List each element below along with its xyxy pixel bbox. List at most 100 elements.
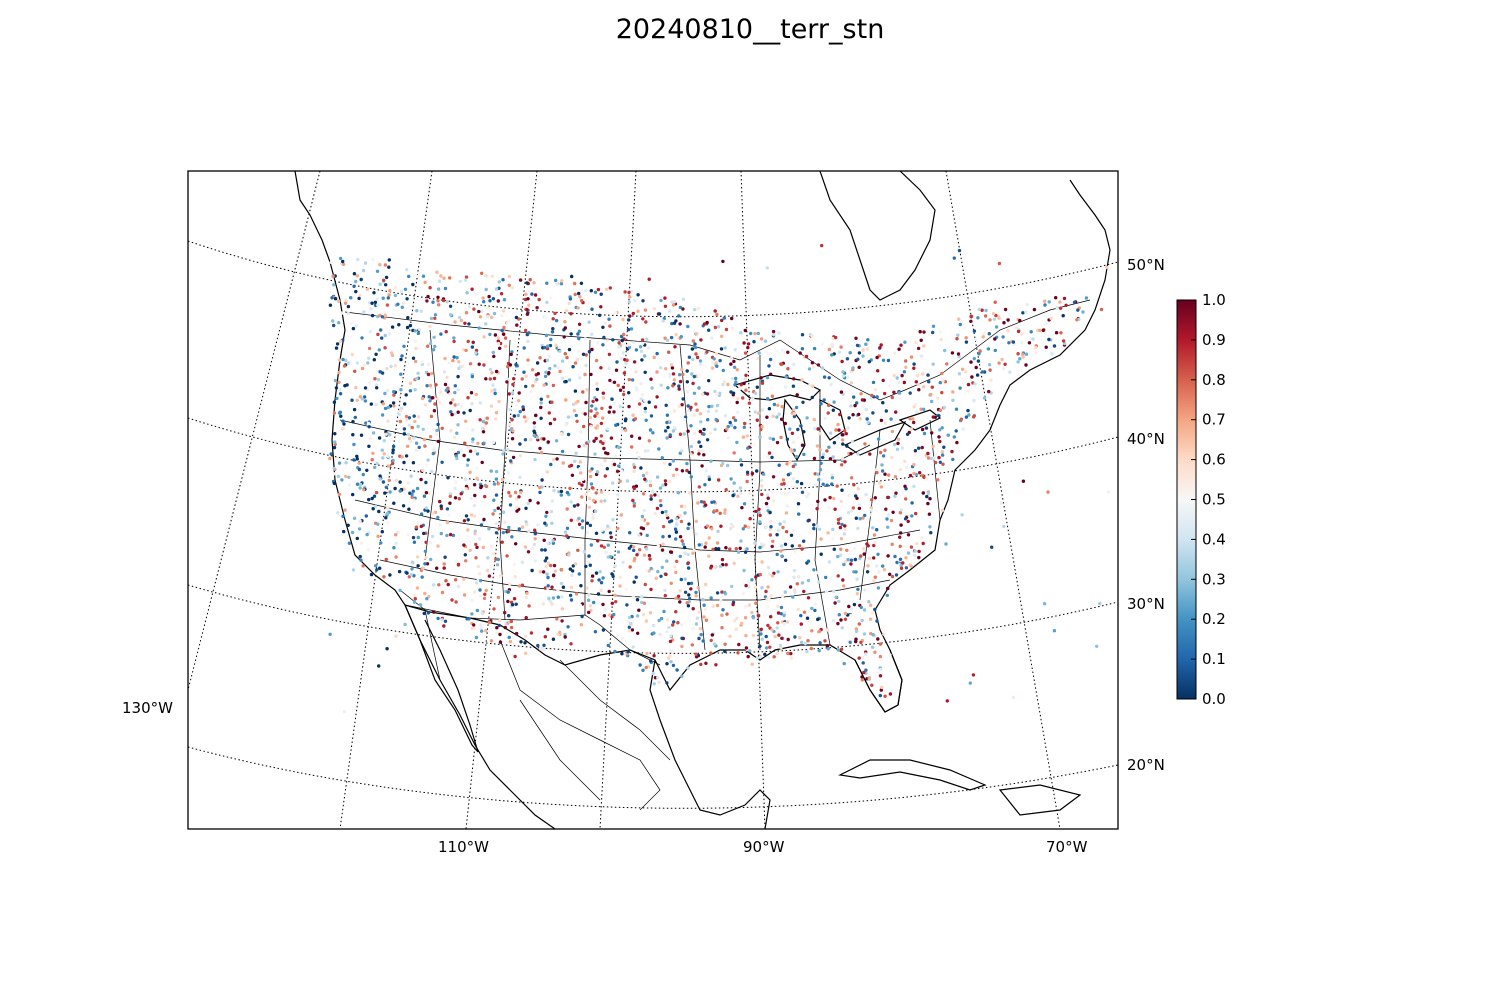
station-point xyxy=(520,583,525,587)
station-point xyxy=(508,407,512,412)
station-point xyxy=(734,547,738,551)
station-point xyxy=(945,362,949,366)
station-point xyxy=(464,514,469,518)
station-point xyxy=(842,562,846,567)
station-point xyxy=(599,434,604,438)
station-point xyxy=(675,559,679,564)
station-point xyxy=(982,396,987,400)
station-point xyxy=(384,557,388,562)
station-point xyxy=(927,512,932,516)
station-point xyxy=(766,585,770,589)
station-point xyxy=(435,428,439,433)
station-point xyxy=(735,616,739,620)
station-point xyxy=(391,312,396,317)
station-point xyxy=(856,452,860,456)
station-point xyxy=(813,602,817,606)
station-point xyxy=(847,604,851,609)
station-point xyxy=(674,537,678,541)
station-point xyxy=(942,405,947,410)
station-point xyxy=(870,393,874,398)
station-point xyxy=(588,563,592,567)
station-point xyxy=(502,643,506,647)
station-point xyxy=(384,283,388,287)
station-point xyxy=(1021,355,1025,359)
station-point xyxy=(1031,337,1035,341)
station-point xyxy=(800,490,805,494)
station-point xyxy=(524,374,528,378)
station-point xyxy=(367,381,372,385)
station-point xyxy=(825,589,829,594)
station-point xyxy=(548,599,553,604)
station-point xyxy=(552,458,556,462)
station-point xyxy=(863,652,868,656)
station-point xyxy=(411,356,416,360)
station-point xyxy=(707,477,712,482)
station-point xyxy=(880,469,885,473)
station-point xyxy=(695,332,699,336)
station-point xyxy=(431,348,436,352)
station-point xyxy=(632,580,636,584)
station-point xyxy=(512,414,516,418)
station-point xyxy=(660,565,664,570)
station-point xyxy=(867,360,871,364)
station-point xyxy=(840,626,844,630)
station-point xyxy=(563,635,567,639)
station-point xyxy=(649,587,653,592)
colorbar-tick-label: 0.0 xyxy=(1202,690,1226,708)
station-point xyxy=(743,660,747,664)
station-point xyxy=(663,429,668,433)
station-point xyxy=(694,590,698,595)
station-point xyxy=(767,655,771,660)
station-point xyxy=(355,274,359,278)
station-point xyxy=(603,321,608,325)
station-point xyxy=(694,622,699,626)
station-point xyxy=(494,417,498,421)
station-point xyxy=(834,428,838,432)
station-point xyxy=(881,564,885,568)
station-point xyxy=(380,315,385,319)
station-point xyxy=(878,654,883,659)
station-point xyxy=(686,561,690,565)
station-point xyxy=(691,627,695,631)
station-point xyxy=(777,331,781,335)
station-point xyxy=(661,535,665,539)
station-point xyxy=(746,525,751,529)
station-point xyxy=(347,483,352,487)
station-point xyxy=(578,295,582,299)
station-point xyxy=(577,516,581,521)
station-point xyxy=(627,629,632,633)
station-point xyxy=(683,504,687,509)
station-point xyxy=(709,566,713,570)
station-point xyxy=(556,595,560,599)
station-point xyxy=(456,402,460,407)
station-point xyxy=(879,667,883,671)
station-point xyxy=(520,525,525,529)
station-point xyxy=(868,513,873,517)
station-point xyxy=(611,574,615,579)
station-point xyxy=(422,437,427,442)
station-point xyxy=(795,480,799,484)
station-point xyxy=(520,377,524,381)
station-point xyxy=(616,526,620,531)
station-point xyxy=(436,295,440,299)
station-point xyxy=(362,310,366,314)
station-point xyxy=(370,313,375,318)
station-point xyxy=(627,290,631,295)
station-point xyxy=(447,361,452,365)
station-point xyxy=(856,526,860,531)
station-point xyxy=(481,545,485,550)
station-point xyxy=(536,523,540,527)
station-point xyxy=(338,392,343,396)
station-point xyxy=(431,511,435,515)
station-point xyxy=(889,417,893,421)
station-point xyxy=(912,362,916,366)
station-point xyxy=(536,501,540,505)
station-point xyxy=(666,516,670,520)
station-point xyxy=(686,390,690,394)
station-point xyxy=(798,351,802,355)
station-point xyxy=(659,616,664,621)
station-point xyxy=(702,603,706,607)
station-point xyxy=(1084,296,1089,300)
station-point xyxy=(442,624,446,628)
station-point xyxy=(564,308,569,313)
